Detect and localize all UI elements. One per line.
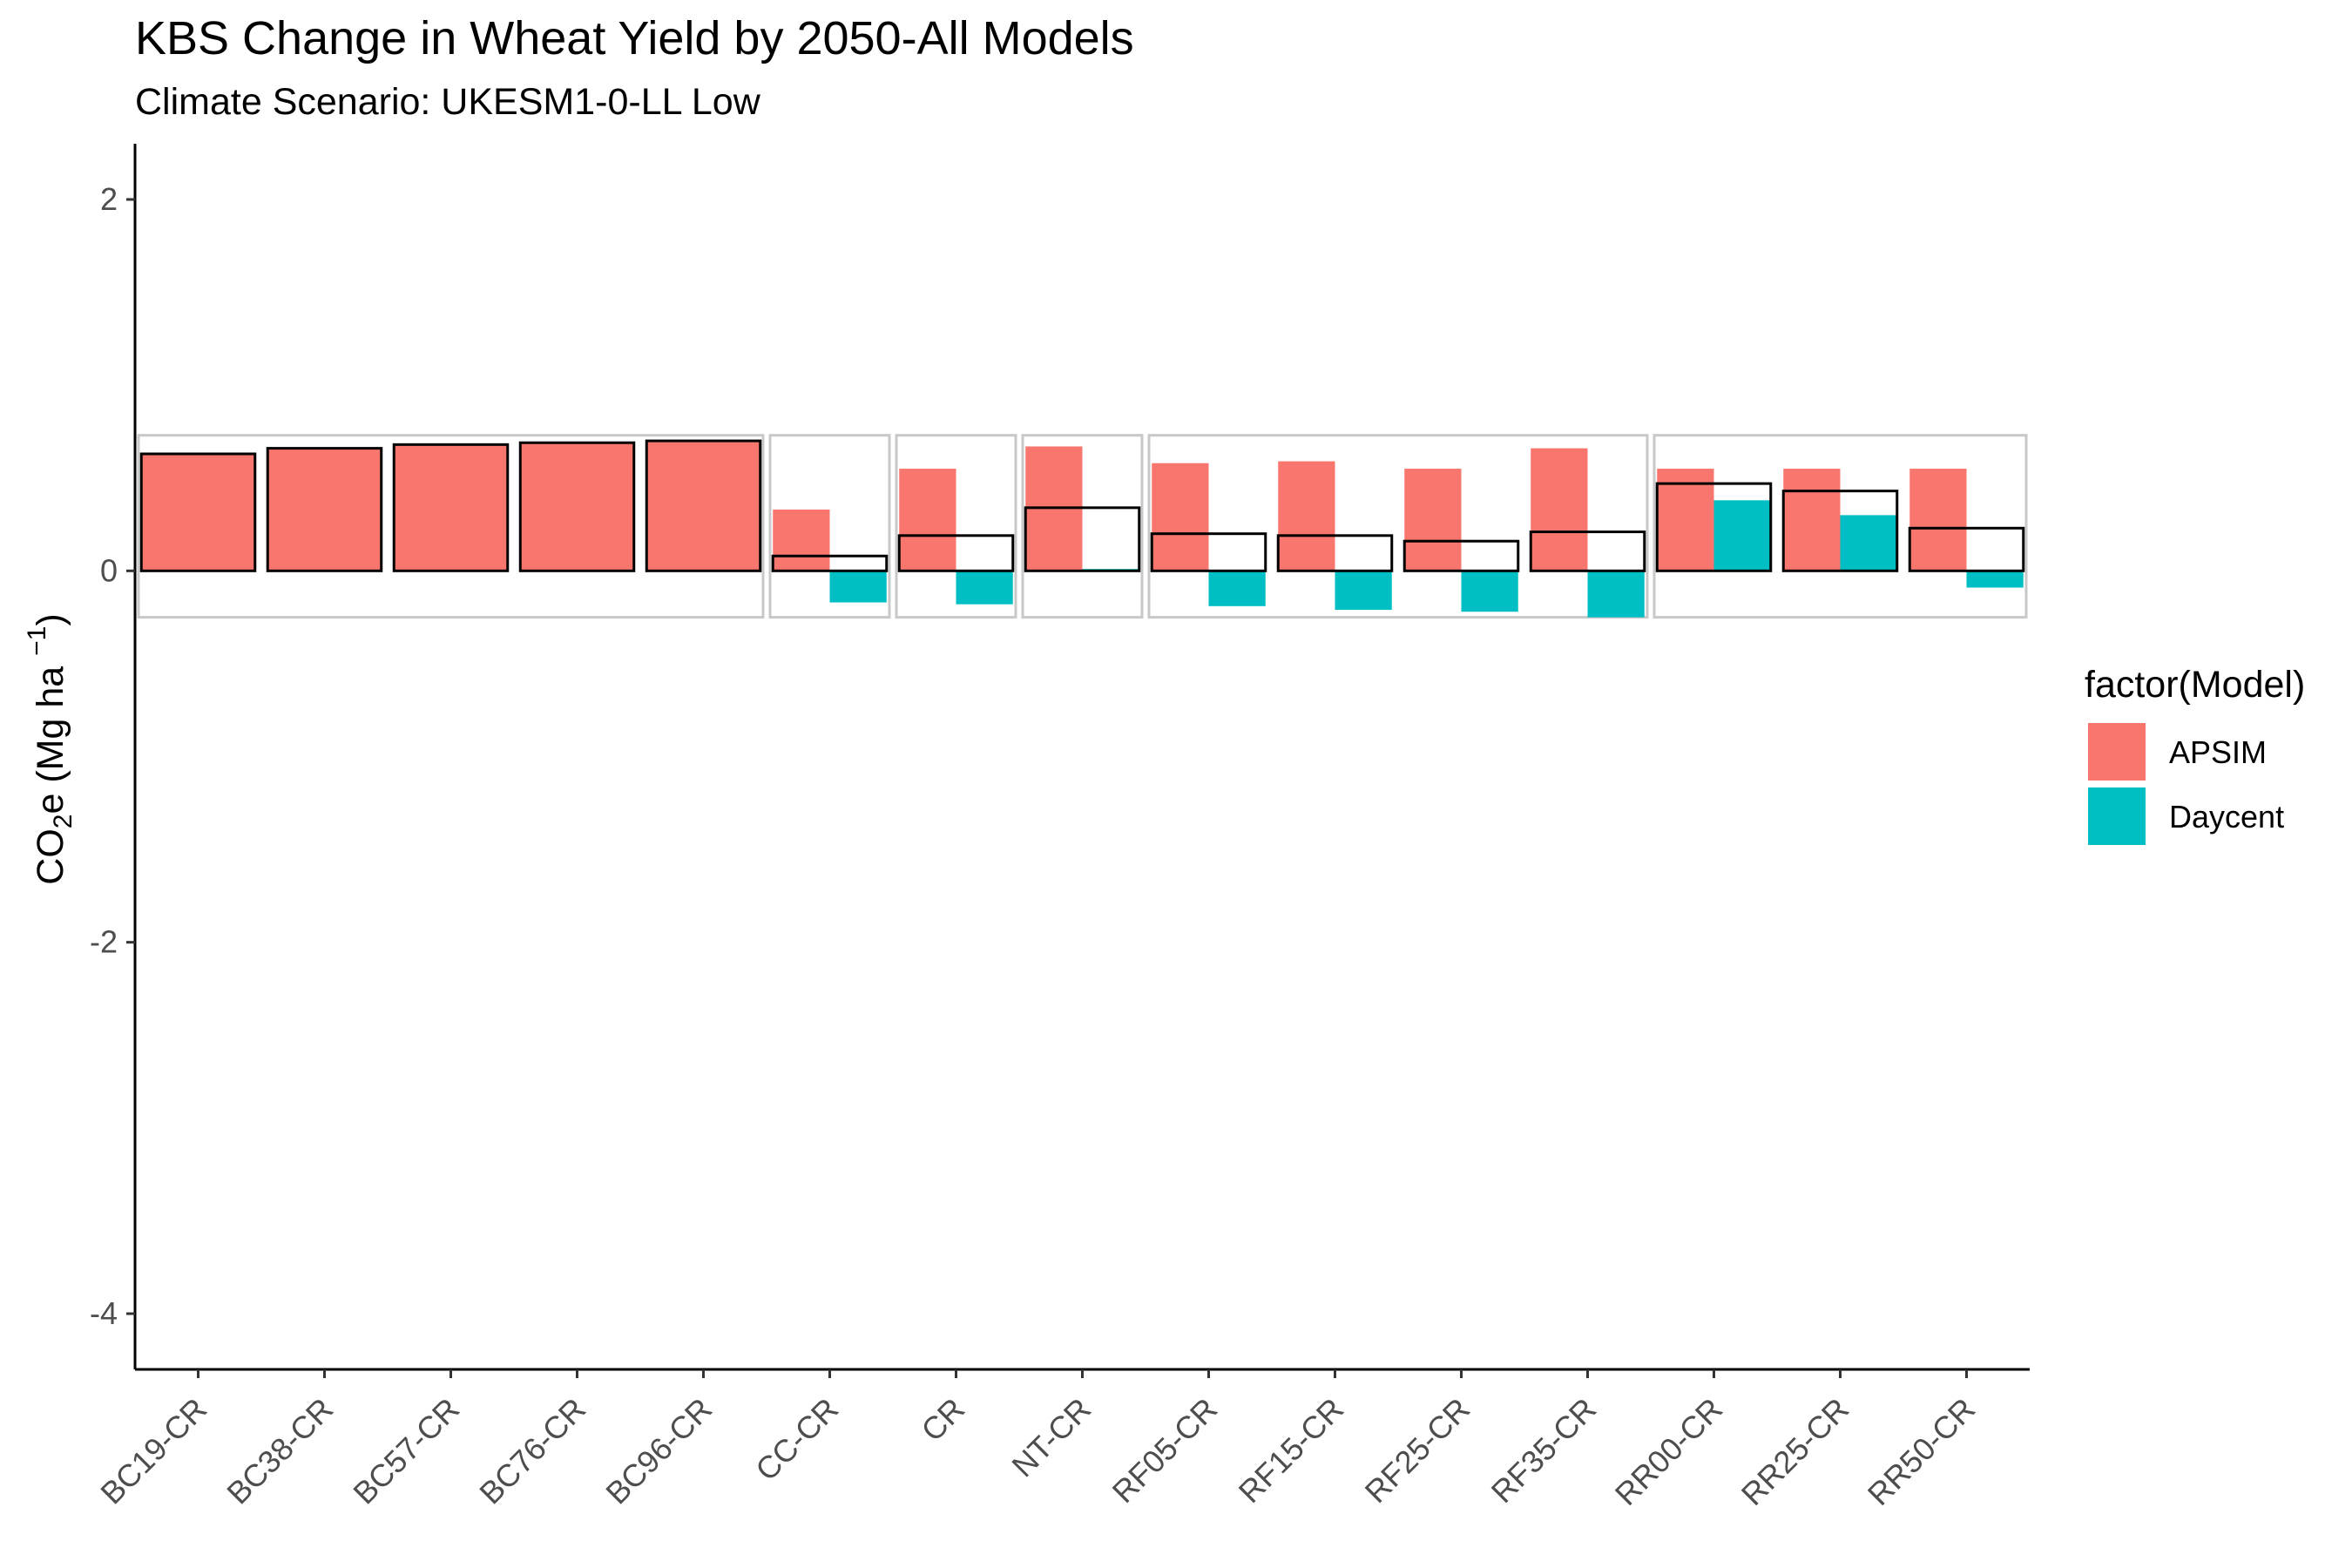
legend-label-daycent: Daycent (2169, 799, 2284, 835)
bar-daycent-CC-CR (829, 571, 887, 603)
bar-daycent-RF35-CR (1587, 571, 1645, 618)
bar-daycent-RR50-CR (1966, 571, 2024, 588)
group-boxes (137, 434, 2028, 619)
legend-swatch-apsim (2088, 723, 2146, 781)
outline-BC76-CR (518, 441, 636, 572)
bar-apsim-BC57-CR (394, 444, 508, 571)
x-tick-label: RF35-CR (1484, 1391, 1603, 1510)
x-tick-label: BC19-CR (93, 1391, 213, 1511)
x-tick-label: CR (914, 1391, 971, 1449)
x-tick-label: BC38-CR (220, 1391, 340, 1511)
bar-apsim-BC38-CR (267, 448, 382, 571)
outline-RF25-CR (1402, 539, 1520, 572)
bar-apsim-CR (899, 469, 956, 571)
group-box-5 (1652, 434, 2028, 619)
bar-apsim-RR00-CR (1657, 469, 1714, 571)
legend-swatch-daycent (2088, 787, 2146, 845)
bar-apsim-CC-CR (773, 509, 830, 571)
outline-RR50-CR (1908, 526, 2025, 572)
outline-RF35-CR (1529, 531, 1646, 572)
legend: factor(Model) APSIM Daycent (2085, 664, 2305, 845)
group-box-2 (895, 434, 1017, 619)
chart-title: KBS Change in Wheat Yield by 2050-All Mo… (135, 12, 1134, 64)
y-tick-label: 0 (100, 552, 118, 588)
bar-daycent-RF25-CR (1461, 571, 1518, 612)
outline-CC-CR (771, 554, 889, 572)
outline-RF15-CR (1276, 534, 1394, 572)
y-tick-label: 2 (100, 181, 118, 217)
outline-RF05-CR (1150, 532, 1267, 572)
x-tick-label: CC-CR (748, 1391, 845, 1488)
outline-BC57-CR (392, 443, 510, 572)
bar-apsim-BC19-CR (141, 454, 255, 571)
x-tick-label: RF25-CR (1358, 1391, 1477, 1510)
x-tick-label: BC76-CR (472, 1391, 592, 1511)
x-tick-label: BC57-CR (346, 1391, 466, 1511)
outline-BC19-CR (139, 452, 257, 572)
bars (141, 441, 2024, 618)
bar-apsim-BC96-CR (646, 441, 760, 571)
legend-title: factor(Model) (2085, 664, 2305, 706)
bar-daycent-RR00-CR (1713, 500, 1771, 571)
x-tick-label: NT-CR (1004, 1391, 1098, 1484)
x-tick-label: RF05-CR (1105, 1391, 1224, 1510)
bar-apsim-RR50-CR (1909, 469, 1967, 571)
bar-daycent-RR25-CR (1840, 515, 1897, 571)
x-tick-label: RR50-CR (1861, 1391, 1982, 1512)
x-tick-label: RF15-CR (1232, 1391, 1350, 1510)
group-box-0 (137, 434, 765, 619)
bar-daycent-RF05-CR (1208, 571, 1266, 606)
legend-label-apsim: APSIM (2169, 734, 2267, 770)
bar-daycent-CR (956, 571, 1013, 605)
outline-BC38-CR (266, 447, 383, 572)
outline-BC96-CR (645, 439, 762, 572)
outline-NT-CR (1024, 506, 1141, 572)
outline-RR00-CR (1655, 482, 1773, 572)
x-tick-label: RR25-CR (1734, 1391, 1855, 1512)
x-tick-label: BC96-CR (598, 1391, 719, 1511)
bar-apsim-RF15-CR (1278, 461, 1335, 571)
y-tick-label: -2 (90, 924, 118, 960)
outline-RR25-CR (1781, 490, 1899, 572)
group-box-4 (1147, 434, 1649, 619)
bar-apsim-RF25-CR (1404, 469, 1462, 571)
chart-subtitle: Climate Scenario: UKESM1-0-LL Low (135, 81, 761, 123)
y-axis: 2 0 -2 -4 (90, 144, 137, 1369)
bar-apsim-BC76-CR (520, 443, 634, 571)
outline-CR (897, 534, 1015, 572)
x-axis: BC19-CR BC38-CR BC57-CR BC76-CR BC96-CR CC-CR… (93, 1368, 2030, 1512)
bar-apsim-RF35-CR (1531, 448, 1588, 571)
bar-apsim-RR25-CR (1783, 469, 1841, 571)
group-box-3 (1021, 434, 1144, 619)
bar-apsim-RF05-CR (1152, 463, 1209, 571)
y-tick-label: -4 (90, 1295, 118, 1331)
x-tick-label: RR00-CR (1608, 1391, 1729, 1512)
group-box-1 (768, 434, 891, 619)
bar-daycent-RF15-CR (1335, 571, 1392, 611)
mean-outlines (139, 439, 2025, 572)
y-axis-title: CO2e (Mg ha −1) (23, 613, 78, 884)
